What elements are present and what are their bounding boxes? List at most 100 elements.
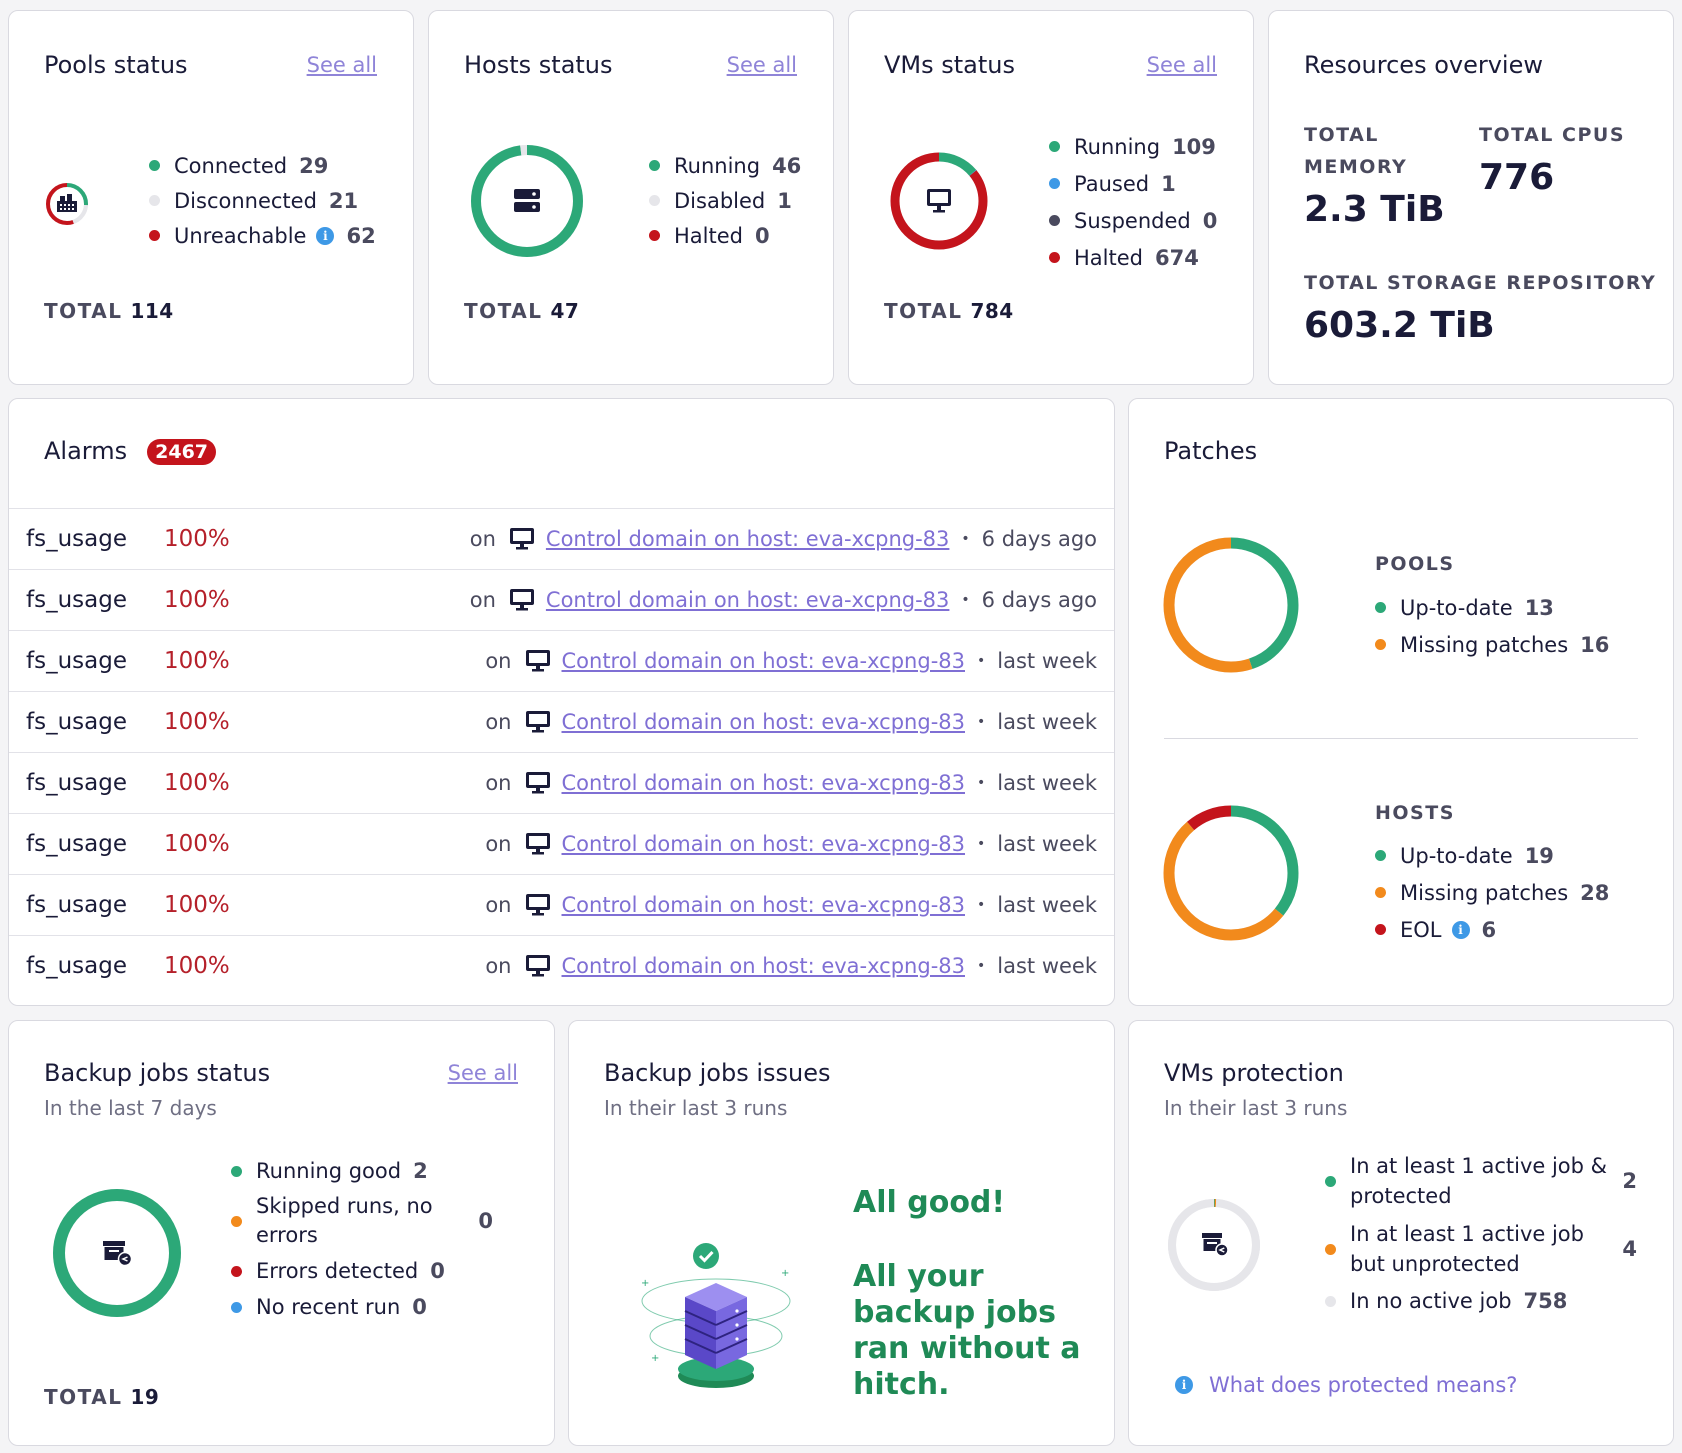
total-row: TOTAL 19 <box>44 1385 159 1409</box>
legend-count: 6 <box>1481 917 1497 942</box>
backup-status-legend: Running good 2 Skipped runs, no errors 0… <box>231 1153 493 1325</box>
legend-item-unprotected: In at least 1 active job but unprotected… <box>1325 1215 1637 1283</box>
legend-label: Running <box>674 153 761 178</box>
hosts-status-card: Hosts status See all Running 46 Disabled… <box>428 10 834 385</box>
alarm-object-link[interactable]: Control domain on host: eva-xcpng-83 <box>561 832 966 856</box>
card-title: VMs status <box>884 51 1016 79</box>
separator-dot: • <box>961 531 970 547</box>
legend-label: Running good <box>256 1159 402 1183</box>
monitor-icon <box>509 589 534 611</box>
legend-item-disabled: Disabled 1 <box>649 183 801 218</box>
alarm-name: fs_usage <box>26 648 127 674</box>
alarm-object-link[interactable]: Control domain on host: eva-xcpng-83 <box>561 954 966 978</box>
separator-dot: • <box>977 714 986 730</box>
alarm-on-label: on <box>485 954 512 978</box>
host-patches-legend: Up-to-date 19 Missing patches 28 EOL i 6 <box>1375 837 1609 948</box>
see-all-link[interactable]: See all <box>306 53 377 77</box>
legend-label: Suspended <box>1074 208 1191 233</box>
legend-count: 29 <box>299 153 329 178</box>
status-dot <box>649 160 660 171</box>
status-dot <box>231 1215 242 1227</box>
hosts-heading: HOSTS <box>1375 802 1455 824</box>
alarm-object-link[interactable]: Control domain on host: eva-xcpng-83 <box>545 527 950 551</box>
card-title: Pools status <box>44 51 188 79</box>
see-all-link[interactable]: See all <box>1146 53 1217 77</box>
message-line: ran without a <box>853 1331 1081 1366</box>
alarm-name: fs_usage <box>26 526 127 552</box>
legend-label: Paused <box>1074 171 1150 196</box>
status-dot <box>1325 1243 1336 1255</box>
total-value: 19 <box>130 1385 160 1409</box>
total-memory-label: TOTAL MEMORY <box>1304 119 1407 183</box>
legend-count: 21 <box>328 188 359 213</box>
backup-jobs-issues-card: Backup jobs issues In their last 3 runs … <box>568 1020 1115 1446</box>
backup-icon <box>103 1241 133 1267</box>
total-label: TOTAL <box>884 299 963 323</box>
label-line: MEMORY <box>1304 156 1408 178</box>
legend-item-no-recent-run: No recent run 0 <box>231 1289 493 1325</box>
separator-dot: • <box>977 958 986 974</box>
legend-label: No recent run <box>256 1295 401 1319</box>
legend-count: 0 <box>478 1209 493 1233</box>
alarm-object-link[interactable]: Control domain on host: eva-xcpng-83 <box>561 710 966 734</box>
monitor-icon <box>509 528 534 550</box>
total-cpus-label: TOTAL CPUS <box>1479 124 1626 146</box>
info-icon[interactable]: i <box>316 226 335 245</box>
alarm-row: fs_usage 100% on Control domain on host: ev… <box>9 813 1114 874</box>
status-dot <box>1049 178 1060 189</box>
legend-label: Connected <box>174 153 288 178</box>
donut-segment <box>890 152 988 250</box>
legend-count: 2 <box>413 1159 428 1183</box>
legend-label: In at least 1 active job & <box>1350 1154 1608 1178</box>
status-dot <box>649 230 660 241</box>
alarm-name: fs_usage <box>26 892 127 918</box>
pools-donut <box>46 183 88 225</box>
alarm-value: 100% <box>164 892 230 918</box>
host-patches-donut <box>1163 805 1299 941</box>
separator-dot: • <box>977 897 986 913</box>
alarm-time: last week <box>997 649 1097 673</box>
alarms-card: Alarms 2467 fs_usage 100% on Control domain … <box>8 398 1115 1006</box>
see-all-link[interactable]: See all <box>726 53 797 77</box>
legend-item-missing-patches: Missing patches 28 <box>1375 874 1609 911</box>
see-all-link[interactable]: See all <box>447 1061 518 1085</box>
status-dot <box>1049 252 1060 263</box>
alarm-row: fs_usage 100% on Control domain on host: ev… <box>9 752 1114 813</box>
help-row: i What does protected means? <box>1175 1373 1517 1397</box>
legend-item-halted: Halted 0 <box>649 218 801 253</box>
alarm-count-badge: 2467 <box>147 439 217 465</box>
status-dot <box>231 1301 242 1313</box>
alarm-name: fs_usage <box>26 709 127 735</box>
monitor-icon <box>525 711 550 733</box>
alarm-object-link[interactable]: Control domain on host: eva-xcpng-83 <box>561 893 966 917</box>
legend-item-suspended: Suspended 0 <box>1049 202 1217 239</box>
message-line: backup jobs <box>853 1295 1056 1330</box>
check-badge-icon <box>693 1243 719 1269</box>
what-does-protected-mean-link[interactable]: What does protected means? <box>1209 1373 1518 1397</box>
total-storage-value: 603.2 TiB <box>1304 305 1495 346</box>
pools-heading: POOLS <box>1375 553 1455 575</box>
status-dot <box>149 160 160 171</box>
divider <box>1164 738 1638 739</box>
hosts-donut <box>471 145 583 257</box>
alarm-name: fs_usage <box>26 587 127 613</box>
alarm-object-link[interactable]: Control domain on host: eva-xcpng-83 <box>545 588 950 612</box>
alarm-target: on Control domain on host: eva-xcpng-83 • l… <box>485 893 1097 917</box>
legend-label: Missing patches <box>1400 880 1569 905</box>
total-row: TOTAL 784 <box>884 299 1014 323</box>
pool-patches-legend: Up-to-date 13 Missing patches 16 <box>1375 589 1609 663</box>
alarm-time: 6 days ago <box>981 588 1097 612</box>
alarm-object-link[interactable]: Control domain on host: eva-xcpng-83 <box>561 649 966 673</box>
alarm-object-link[interactable]: Control domain on host: eva-xcpng-83 <box>561 771 966 795</box>
legend-label-line2: errors <box>256 1223 318 1247</box>
info-icon[interactable]: i <box>1451 920 1470 939</box>
backup-status-donut <box>53 1189 181 1317</box>
separator-dot: • <box>977 775 986 791</box>
donut-segment <box>1163 537 1299 673</box>
total-label: TOTAL <box>44 1385 123 1409</box>
legend-item-running-good: Running good 2 <box>231 1153 493 1189</box>
card-subtitle: In their last 3 runs <box>604 1096 788 1120</box>
card-title: Patches <box>1164 437 1258 465</box>
message-line: All your <box>853 1259 984 1294</box>
total-cpus-value: 776 <box>1479 157 1555 198</box>
